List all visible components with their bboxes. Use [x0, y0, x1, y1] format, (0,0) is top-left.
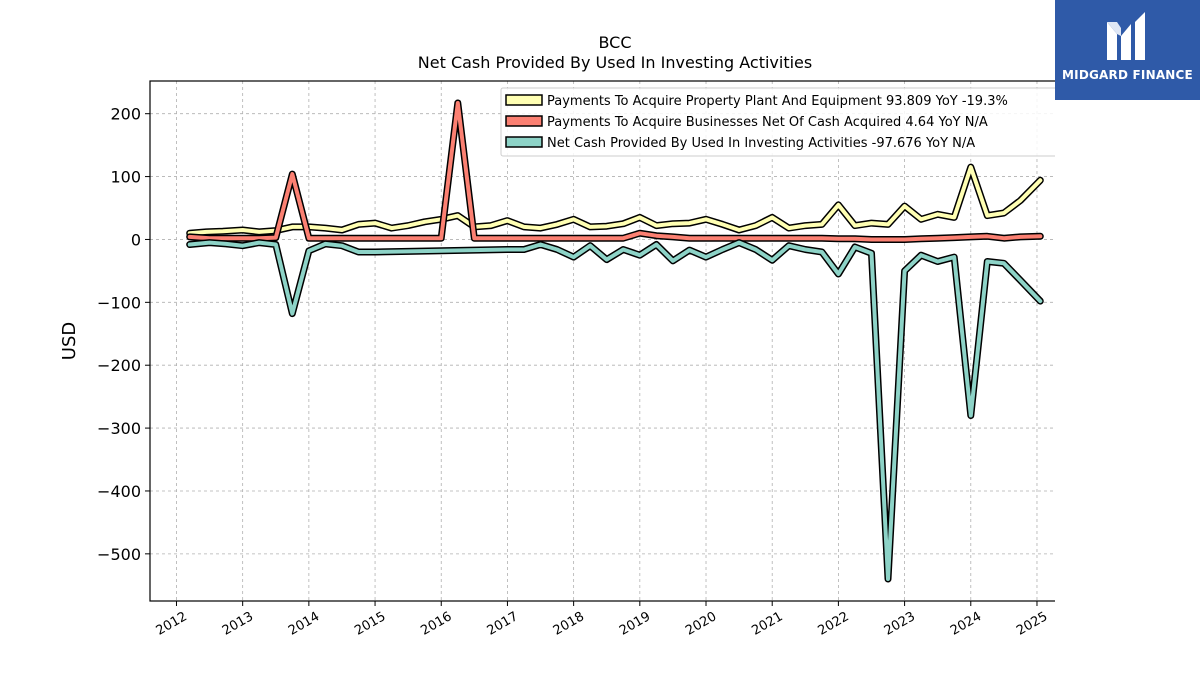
y-tick-label: 100 — [110, 168, 141, 187]
y-tick-label: −100 — [97, 293, 141, 312]
series-line — [187, 240, 1043, 581]
x-tick-label: 2020 — [683, 609, 719, 639]
axes — [149, 80, 1055, 602]
x-tick-label: 2023 — [882, 609, 918, 639]
x-tick-label: 2024 — [948, 609, 984, 639]
x-tick-label: 2016 — [418, 609, 454, 639]
y-tick-label: −300 — [97, 419, 141, 438]
brand-logo: MIDGARD FINANCE — [1055, 0, 1200, 100]
brand-name: MIDGARD FINANCE — [1062, 68, 1193, 82]
x-tick-label: 2012 — [154, 609, 190, 639]
legend-swatch — [505, 115, 543, 127]
legend-label: Payments To Acquire Businesses Net Of Ca… — [547, 115, 988, 130]
y-tick-label: 200 — [110, 105, 141, 124]
legend-swatch — [505, 94, 543, 106]
legend-label: Net Cash Provided By Used In Investing A… — [547, 136, 975, 151]
legend-label: Payments To Acquire Property Plant And E… — [547, 94, 1008, 109]
chart: BCC Net Cash Provided By Used In Investi… — [59, 33, 1055, 639]
x-tick-label: 2017 — [485, 609, 521, 639]
series-outline — [186, 239, 1044, 583]
y-axis-label: USD — [59, 322, 80, 360]
x-tick-label: 2014 — [286, 609, 322, 639]
x-tick-label: 2013 — [220, 609, 256, 639]
series-layer — [186, 99, 1044, 583]
x-tick-label: 2025 — [1014, 609, 1050, 639]
chart-title: BCC — [598, 33, 631, 52]
midgard-logo-icon — [1107, 12, 1145, 60]
y-tick-label: −400 — [97, 482, 141, 501]
x-tick-label: 2018 — [551, 609, 587, 639]
legend: Payments To Acquire Property Plant And E… — [500, 87, 1055, 157]
chart-subtitle: Net Cash Provided By Used In Investing A… — [418, 53, 812, 72]
series-line — [187, 101, 1043, 242]
grid — [150, 81, 1055, 601]
y-tick-label: −200 — [97, 356, 141, 375]
plot-frame — [149, 80, 1055, 602]
x-tick-label: 2015 — [352, 609, 388, 639]
legend-box — [500, 87, 1055, 157]
y-tick-label: −500 — [97, 545, 141, 564]
legend-swatch — [505, 136, 543, 148]
x-tick-label: 2021 — [749, 609, 785, 639]
series-line — [187, 165, 1043, 236]
x-tick-label: 2019 — [617, 609, 653, 639]
y-tick-label: 0 — [131, 230, 141, 249]
x-tick-label: 2022 — [816, 609, 852, 639]
